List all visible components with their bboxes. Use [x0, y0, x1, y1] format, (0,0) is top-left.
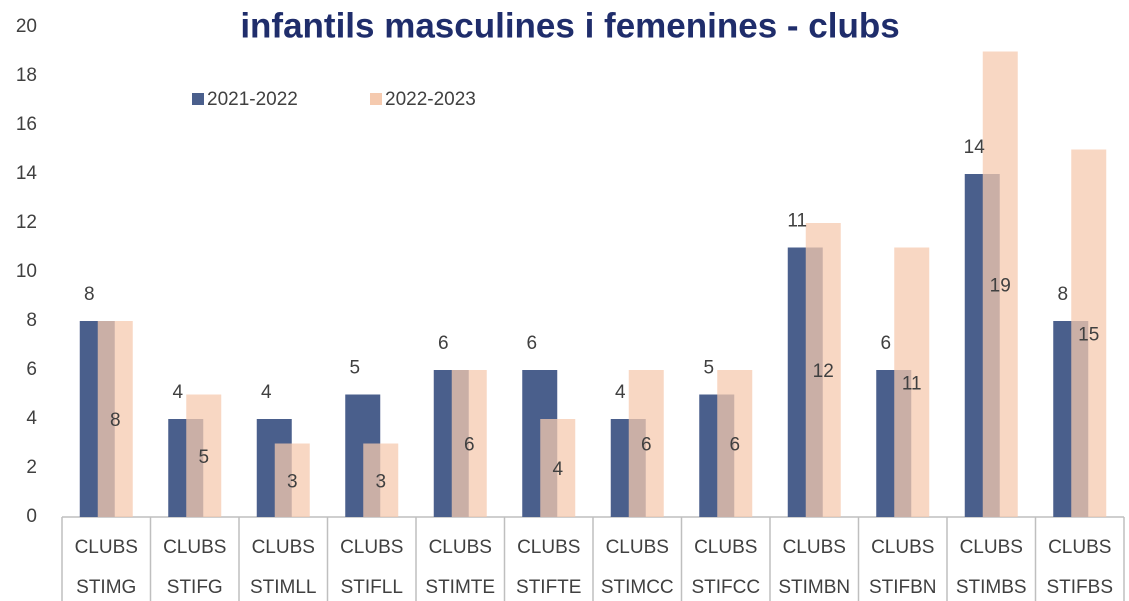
y-tick-label: 4 [26, 408, 37, 429]
y-tick-label: 2 [26, 457, 37, 478]
data-label: 3 [375, 471, 386, 492]
bar [628, 370, 664, 517]
bar [274, 443, 310, 517]
data-label: 5 [349, 358, 360, 379]
y-tick-label: 6 [26, 359, 37, 380]
data-label: 3 [287, 471, 298, 492]
data-label: 12 [813, 361, 834, 382]
bar [451, 370, 487, 517]
bar [363, 443, 399, 517]
bar [186, 394, 222, 517]
legend-swatch [370, 93, 382, 105]
data-label: 4 [172, 382, 183, 403]
data-label: 4 [615, 382, 626, 403]
data-label: 6 [729, 435, 740, 456]
bar [805, 223, 841, 517]
y-tick-label: 12 [16, 212, 37, 233]
data-label: 8 [110, 410, 121, 431]
legend-label: 2021-2022 [207, 89, 298, 110]
data-label: 8 [84, 284, 95, 305]
legend-swatch [192, 93, 204, 105]
data-label: 8 [1057, 284, 1068, 305]
data-label: 6 [464, 435, 475, 456]
data-label: 5 [198, 447, 209, 468]
x-tick-label: CLUBS STIMBS [956, 537, 1027, 598]
data-label: 5 [703, 358, 714, 379]
data-label: 4 [261, 382, 272, 403]
y-tick-label: 8 [26, 310, 37, 331]
y-tick-label: 16 [16, 114, 37, 135]
x-tick-label: CLUBS STIMTE [425, 537, 495, 598]
data-label: 4 [552, 459, 563, 480]
data-label: 6 [526, 333, 537, 354]
x-tick-label: CLUBS STIFCC [691, 537, 760, 598]
data-label: 11 [787, 211, 807, 232]
data-label: 6 [641, 435, 652, 456]
y-tick-label: 0 [26, 506, 37, 527]
x-tick-label: CLUBS STIFBS [1046, 537, 1113, 598]
data-label: 6 [438, 333, 449, 354]
data-label: 15 [1078, 324, 1099, 345]
bar [982, 51, 1018, 517]
x-tick-label: CLUBS STIFG [163, 537, 226, 598]
bar [894, 247, 930, 517]
x-tick-label: CLUBS STIFBN [869, 537, 937, 598]
bar [97, 321, 133, 517]
x-tick-label: CLUBS STIMLL [250, 537, 317, 598]
x-tick-label: CLUBS STIFLL [340, 537, 403, 598]
data-label: 19 [990, 275, 1011, 296]
bar [540, 419, 576, 517]
y-tick-label: 18 [16, 65, 37, 86]
y-tick-label: 20 [16, 16, 37, 37]
legend-label: 2022-2023 [385, 89, 476, 110]
bar [717, 370, 753, 517]
x-tick-label: CLUBS STIFTE [516, 537, 581, 598]
data-label: 11 [902, 373, 922, 394]
x-tick-label: CLUBS STIMG [75, 537, 138, 598]
y-tick-label: 10 [16, 261, 37, 282]
bar [1071, 149, 1107, 517]
data-label: 6 [880, 333, 891, 354]
chart-title: infantils masculines i femenines - clubs [240, 6, 899, 45]
x-tick-label: CLUBS STIMCC [601, 537, 674, 598]
data-label: 14 [964, 137, 986, 158]
x-tick-label: CLUBS STIMBN [778, 537, 850, 598]
y-tick-label: 14 [16, 163, 38, 184]
